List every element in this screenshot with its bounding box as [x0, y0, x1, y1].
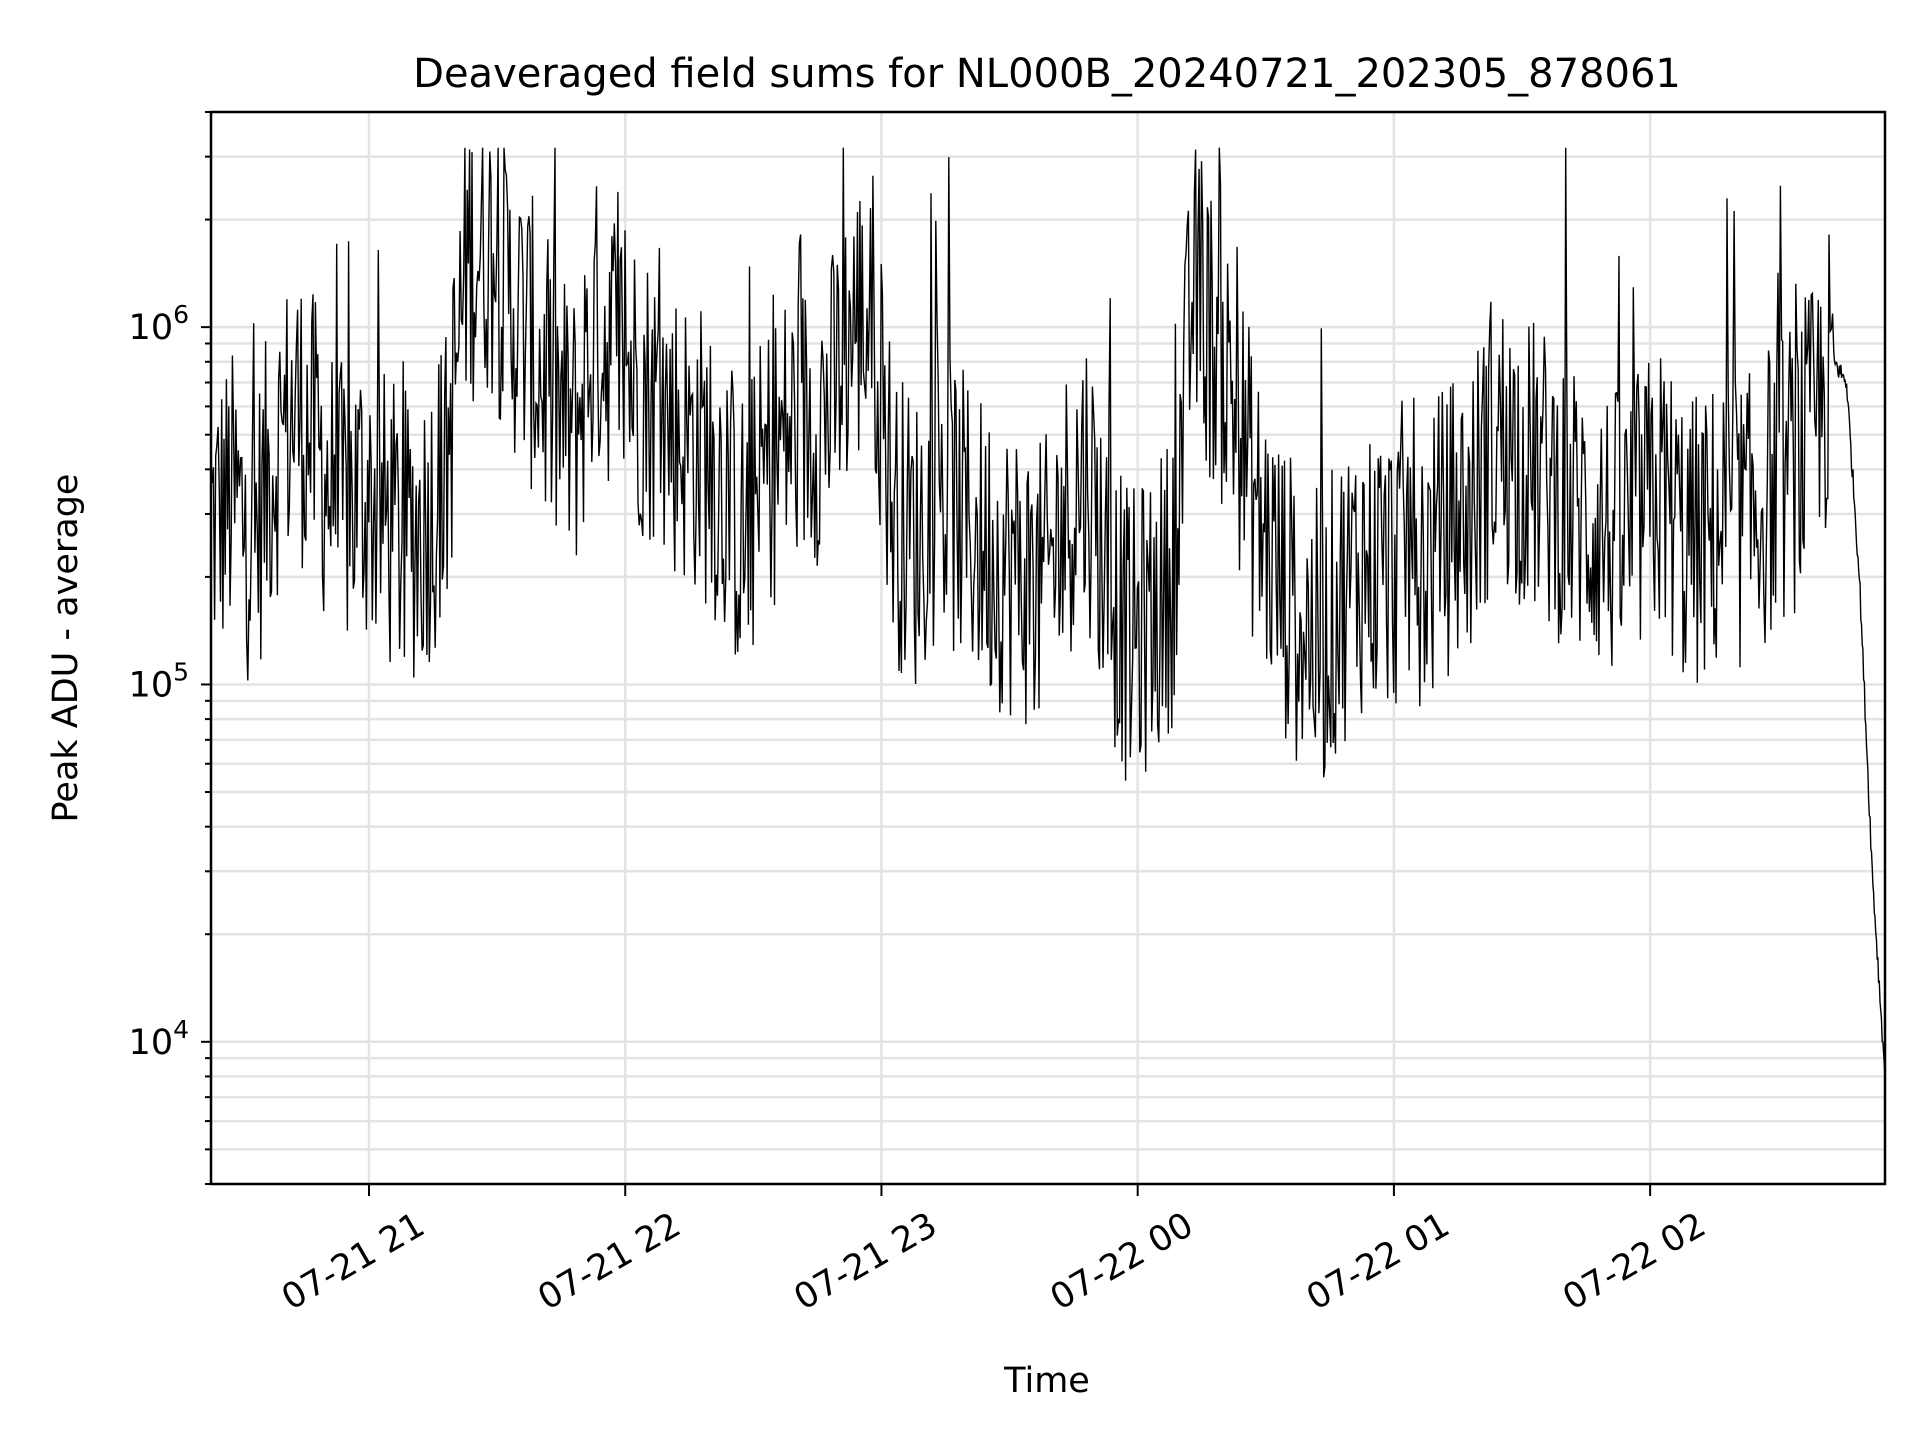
chart-title: Deaveraged field sums for NL000B_2024072… [413, 51, 1681, 97]
x-axis-label: Time [1003, 1361, 1090, 1401]
grid-layer [211, 110, 1885, 1186]
plot-frame [209, 110, 1887, 1186]
y-axis-label: Peak ADU - average [46, 474, 86, 823]
series-layer [210, 147, 1886, 1077]
y-tick-label: 104 [129, 1015, 189, 1063]
y-tick-label: 106 [129, 300, 189, 348]
y-tick-label: 105 [129, 657, 189, 705]
ticks-layer [201, 111, 1652, 1196]
series-line [210, 147, 1886, 1077]
